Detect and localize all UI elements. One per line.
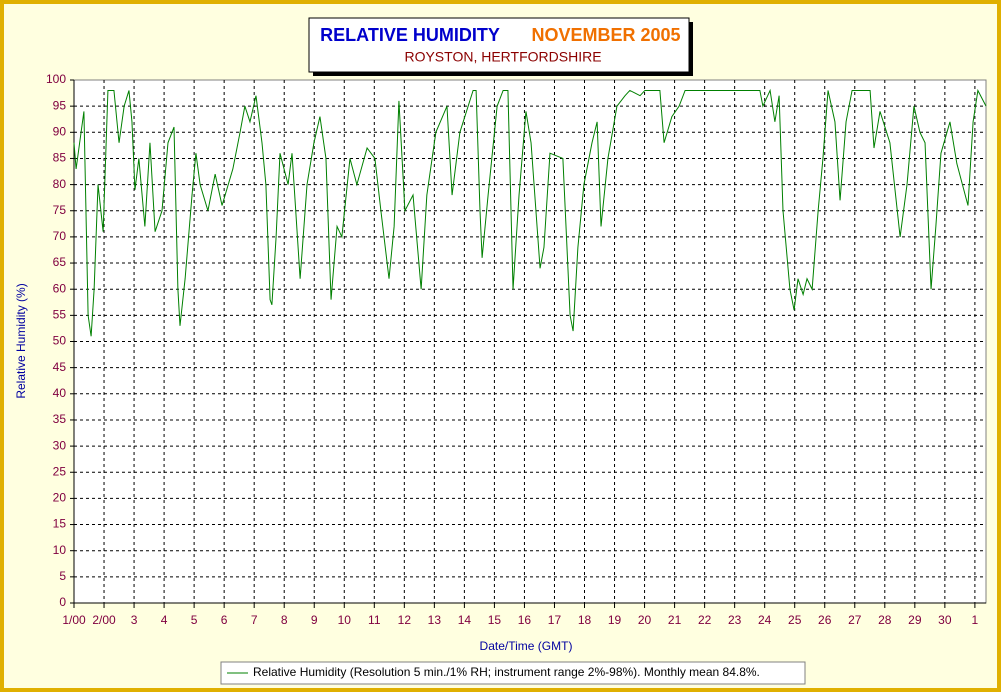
x-tick-label: 7 bbox=[251, 613, 258, 627]
x-tick-label: 10 bbox=[338, 613, 352, 627]
x-tick-label: 28 bbox=[878, 613, 892, 627]
x-tick-label: 5 bbox=[191, 613, 198, 627]
x-tick-label: 13 bbox=[428, 613, 442, 627]
data-line bbox=[73, 88, 987, 337]
y-tick-label: 90 bbox=[53, 124, 67, 138]
y-tick-label: 100 bbox=[46, 72, 66, 86]
x-tick-label: 11 bbox=[368, 613, 381, 627]
x-tick-label: 17 bbox=[548, 613, 562, 627]
x-tick-label: 14 bbox=[458, 613, 472, 627]
y-tick-label: 40 bbox=[53, 386, 67, 400]
y-tick-label: 20 bbox=[53, 491, 67, 505]
y-tick-label: 60 bbox=[53, 281, 67, 295]
x-tick-label: 26 bbox=[818, 613, 832, 627]
x-tick-label: 20 bbox=[638, 613, 652, 627]
y-tick-label: 80 bbox=[53, 177, 67, 191]
x-tick-label: 8 bbox=[281, 613, 288, 627]
x-tick-label: 1 bbox=[972, 613, 979, 627]
x-tick-label: 12 bbox=[398, 613, 412, 627]
chart-title: RELATIVE HUMIDITY bbox=[320, 25, 500, 45]
y-tick-label: 10 bbox=[53, 543, 67, 557]
y-tick-label: 50 bbox=[53, 334, 67, 348]
y-tick-label: 85 bbox=[53, 151, 67, 165]
y-tick-label: 70 bbox=[53, 229, 67, 243]
x-tick-label: 16 bbox=[518, 613, 532, 627]
y-axis-label: Relative Humidity (%) bbox=[14, 283, 28, 398]
y-tick-label: 5 bbox=[59, 569, 66, 583]
y-tick-label: 95 bbox=[53, 98, 67, 112]
y-tick-label: 35 bbox=[53, 412, 67, 426]
x-tick-label: 27 bbox=[848, 613, 862, 627]
x-tick-label: 15 bbox=[488, 613, 502, 627]
chart-period: NOVEMBER 2005 bbox=[531, 25, 680, 45]
y-tick-label: 45 bbox=[53, 360, 67, 374]
y-tick-label: 75 bbox=[53, 203, 67, 217]
x-tick-label: 18 bbox=[578, 613, 592, 627]
y-tick-label: 25 bbox=[53, 464, 67, 478]
y-tick-label: 0 bbox=[59, 595, 66, 609]
x-tick-label: 2/00 bbox=[92, 613, 116, 627]
x-tick-label: 3 bbox=[131, 613, 138, 627]
x-tick-label: 30 bbox=[938, 613, 952, 627]
x-tick-label: 22 bbox=[698, 613, 712, 627]
x-tick-label: 29 bbox=[908, 613, 922, 627]
x-tick-label: 23 bbox=[728, 613, 742, 627]
x-axis-label: Date/Time (GMT) bbox=[480, 639, 573, 653]
x-tick-label: 6 bbox=[221, 613, 228, 627]
legend-box bbox=[220, 661, 806, 685]
x-tick-label: 21 bbox=[668, 613, 682, 627]
y-tick-label: 55 bbox=[53, 308, 67, 322]
y-tick-label: 65 bbox=[53, 255, 67, 269]
x-tick-label: 4 bbox=[161, 613, 168, 627]
chart-subtitle: ROYSTON, HERTFORDSHIRE bbox=[404, 49, 601, 65]
x-tick-label: 24 bbox=[758, 613, 772, 627]
title-box bbox=[308, 17, 690, 73]
y-tick-label: 15 bbox=[53, 517, 67, 531]
x-tick-label: 9 bbox=[311, 613, 318, 627]
x-tick-label: 19 bbox=[608, 613, 622, 627]
legend-label: Relative Humidity (Resolution 5 min./1% … bbox=[253, 665, 760, 679]
x-tick-label: 1/00 bbox=[62, 613, 86, 627]
x-tick-label: 25 bbox=[788, 613, 802, 627]
y-tick-label: 30 bbox=[53, 438, 67, 452]
